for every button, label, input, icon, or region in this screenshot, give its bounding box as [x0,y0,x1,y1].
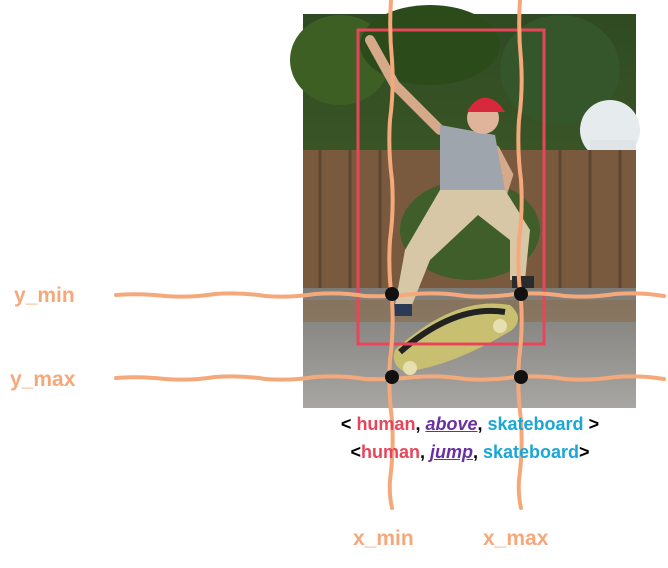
triplet-subject: human [356,414,416,434]
triplet-separator: , [415,414,426,434]
triplet-above: < human, above, skateboard > [300,414,640,435]
triplet-close: > [579,442,590,462]
triplet-open: < [350,442,361,462]
corner-marker-xmin-ymin [385,287,399,301]
skateboarder-photo [290,5,640,408]
triplet-object: skateboard [487,414,584,434]
triplet-separator: , [472,442,483,462]
bounding-box [356,28,546,346]
triplet-close: > [583,414,600,434]
x-min-label: x_min [353,527,414,550]
x-min-guide-line [387,0,395,510]
corner-marker-xmax-ymax [514,370,528,384]
corner-marker-xmax-ymin [514,287,528,301]
triplet-predicate: jump [429,442,473,462]
x-max-guide-line [516,0,524,510]
skater-figure [365,35,534,316]
corner-marker-xmin-ymax [385,370,399,384]
triplet-subject: human [360,442,420,462]
triplet-object: skateboard [483,442,580,462]
corner-markers [385,287,528,384]
y-min-label: y_min [14,284,75,307]
triplet-jump: <human, jump, skateboard> [300,442,640,463]
y-max-label: y_max [10,368,76,391]
triplet-open: < [340,414,357,434]
triplet-separator: , [419,442,430,462]
triplet-separator: , [477,414,488,434]
x-max-label: x_max [483,527,549,550]
triplet-predicate: above [425,414,478,434]
